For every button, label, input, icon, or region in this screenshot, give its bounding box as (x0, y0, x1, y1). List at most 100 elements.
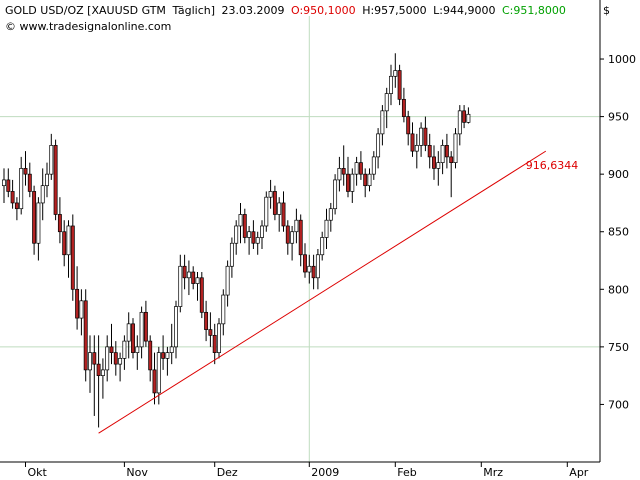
candle-body (384, 93, 389, 112)
candle-body (148, 340, 153, 371)
candle-body (311, 265, 316, 279)
x-tick-label: Dez (217, 466, 238, 479)
candle-body (315, 254, 320, 279)
candle-body (466, 113, 471, 123)
trendline-label: 916,6344 (526, 159, 579, 172)
candle-body (255, 237, 260, 244)
candle-body (100, 369, 105, 376)
candle-body (126, 323, 131, 342)
candle-body (268, 191, 273, 198)
candle-body (410, 133, 415, 152)
candle-body (453, 133, 458, 163)
candle-body (414, 145, 419, 152)
candle-body (57, 214, 62, 233)
y-tick-label: 750 (608, 341, 629, 354)
candle-body (96, 363, 101, 376)
y-tick-label: 900 (608, 168, 629, 181)
candle-body (118, 358, 123, 365)
candle-body (6, 179, 11, 192)
candle-body (165, 352, 170, 359)
candle-body (462, 110, 467, 123)
candle-body (251, 231, 256, 244)
candle-body (242, 214, 247, 238)
candle-body (14, 202, 19, 210)
candle-body (427, 145, 432, 158)
candle-body (380, 110, 385, 135)
trendline-group: 916,6344 (98, 150, 579, 434)
candle-body (53, 145, 58, 215)
candle-body (105, 346, 110, 371)
candle-body (199, 277, 204, 313)
x-tick-label: Feb (397, 466, 416, 479)
candle-body (36, 202, 41, 244)
candle-body (419, 127, 424, 146)
y-tick-label: 800 (608, 283, 629, 296)
candle-body (75, 288, 80, 319)
candle-body (66, 225, 71, 256)
candle-body (19, 168, 24, 210)
candle-body (444, 145, 449, 158)
x-tick-label: Nov (126, 466, 148, 479)
candle-body (354, 162, 359, 175)
candle-body (440, 145, 445, 163)
y-tick-label: 1000 (608, 53, 636, 66)
x-tick-label: Apr (569, 466, 589, 479)
candle-body (27, 173, 32, 192)
candle-body (62, 231, 67, 256)
candle-body (10, 191, 15, 204)
currency-label: $ (603, 4, 610, 17)
candle-body (122, 340, 127, 359)
candle-body (376, 133, 381, 158)
trendline (98, 150, 547, 434)
candle-body (371, 156, 376, 175)
candle-body (23, 168, 28, 175)
candle-body (303, 254, 307, 273)
candle-body (79, 300, 84, 319)
candle-body (449, 156, 454, 163)
candle-body (264, 196, 269, 227)
candle-body (320, 237, 325, 256)
candle-body (401, 98, 406, 117)
candle-body (182, 265, 187, 279)
candle-body (40, 185, 45, 204)
candle-body (169, 346, 174, 353)
candle-body (191, 271, 196, 284)
candle-body (363, 173, 368, 187)
candle-body (135, 346, 140, 353)
candle-body (367, 173, 372, 187)
candle-body (221, 294, 226, 325)
candle-body (217, 323, 221, 353)
candle-body (88, 352, 92, 371)
candle-body (294, 219, 299, 233)
candle-body (281, 202, 286, 227)
candle-body (393, 70, 398, 77)
candle-body (234, 225, 239, 244)
candle-body (298, 219, 303, 256)
candle-body (109, 346, 114, 353)
candle-body (92, 352, 97, 365)
candle-body (161, 352, 166, 359)
candle-body (70, 225, 75, 290)
copyright-text: © www.tradesignalonline.com (5, 20, 171, 33)
candle-body (195, 277, 200, 284)
candle-body (208, 329, 213, 336)
candle-body (225, 265, 230, 296)
candle-body (324, 219, 329, 238)
candle-body (423, 127, 428, 146)
candle-body (285, 225, 290, 244)
candle-body (333, 179, 338, 210)
candle-body (45, 173, 49, 187)
candle-body (156, 352, 161, 394)
grid-lines (0, 16, 600, 462)
candle-body (186, 271, 191, 279)
candle-body (290, 231, 295, 244)
candle-body (143, 311, 148, 342)
candle-body (212, 335, 217, 353)
candle-body (272, 191, 277, 215)
candle-body (32, 191, 37, 244)
candle-body (346, 173, 350, 192)
candle-body (337, 168, 342, 181)
candle-body (229, 242, 234, 267)
candle-body (277, 202, 282, 215)
